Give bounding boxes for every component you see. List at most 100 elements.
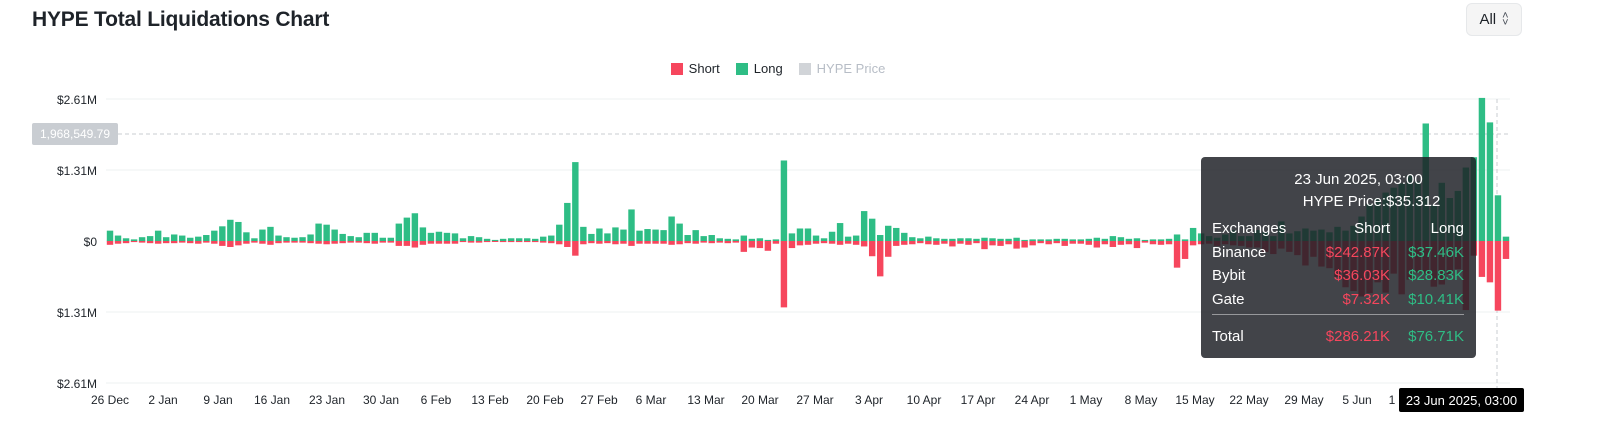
bar-short (1117, 241, 1125, 245)
bar-short (114, 241, 122, 244)
bar-long (1045, 239, 1052, 241)
bar-long (1093, 237, 1101, 241)
bar-long (419, 227, 427, 241)
bar-long (1173, 234, 1181, 241)
bar-long (596, 228, 603, 241)
bar-short (491, 241, 499, 242)
x-tick-label: 26 Dec (91, 393, 129, 407)
bar-long (291, 237, 298, 241)
bar-short (138, 241, 146, 243)
bar-long (371, 232, 378, 241)
bar-short (885, 241, 892, 257)
bar-long (1117, 237, 1125, 241)
bar-short (1189, 241, 1197, 246)
bar-long (315, 223, 322, 241)
bar-long (836, 223, 844, 241)
x-tick-label: 24 Apr (1015, 393, 1050, 407)
bar-long (114, 235, 122, 241)
x-tick-label: 27 Feb (580, 393, 618, 407)
bar-long (780, 160, 788, 241)
bar-long (1037, 239, 1044, 241)
bar-short (588, 241, 595, 244)
bar-long (403, 217, 411, 241)
legend-item-hype-price[interactable]: HYPE Price (798, 61, 885, 76)
bar-long (411, 213, 419, 241)
bar-long (844, 236, 852, 241)
bar-long (556, 224, 563, 241)
bar-short (724, 241, 731, 244)
bar-short (893, 241, 900, 246)
bar-short (162, 241, 170, 244)
bar-short (909, 241, 916, 245)
bar-short (283, 241, 290, 243)
tooltip-price: HYPE Price:$35.312 (1302, 193, 1441, 210)
bar-long (772, 239, 780, 241)
bar-short (532, 241, 539, 243)
bar-short (1109, 241, 1117, 247)
bar-long (1061, 238, 1068, 241)
bar-short (275, 241, 282, 244)
bar-short (981, 241, 988, 250)
x-tick-label: 9 Jan (203, 393, 232, 407)
bar-short (812, 241, 820, 244)
bar-short (1061, 241, 1068, 246)
bar-long (732, 239, 739, 241)
bar-short (1181, 241, 1189, 259)
bar-long (604, 233, 611, 241)
legend-item-long[interactable]: Long (735, 61, 783, 76)
bar-short (323, 241, 330, 245)
bar-long (347, 236, 354, 241)
bar-long (187, 237, 194, 241)
bar-long (170, 234, 178, 241)
bar-short (1165, 241, 1173, 245)
bar-short (676, 241, 683, 245)
bar-long (893, 227, 900, 241)
bar-long (195, 236, 202, 241)
tooltip-exchange: Binance (1212, 243, 1267, 261)
bar-short (796, 241, 804, 246)
bar-short (1157, 241, 1165, 245)
bar-short (973, 241, 980, 244)
bar-long (162, 237, 170, 241)
bar-short (788, 241, 796, 249)
bar-long (435, 231, 443, 241)
bar-short (1045, 241, 1052, 245)
x-tick-label: 1 (1389, 393, 1396, 407)
bar-short (1486, 241, 1494, 283)
bar-short (644, 241, 651, 244)
bar-short (195, 241, 202, 244)
bar-short (443, 241, 451, 244)
bar-short (419, 241, 427, 245)
bar-long (636, 230, 643, 241)
tooltip-short-value: $36.03K (1334, 267, 1390, 285)
chart-title: HYPE Total Liquidations Chart (32, 8, 330, 31)
bar-long (1133, 238, 1141, 241)
bar-long (443, 232, 451, 241)
bar-short (764, 241, 772, 251)
bar-long (122, 238, 130, 241)
y-tick-label: $2.61M (57, 377, 97, 391)
bar-short (1029, 241, 1036, 246)
bar-short (371, 241, 378, 244)
bar-short (1077, 241, 1084, 244)
bar-short (435, 241, 443, 244)
time-range-select[interactable]: All ˄ ˅ (1466, 3, 1522, 36)
bar-long (860, 211, 868, 241)
bar-long (483, 238, 491, 241)
bar-long (146, 236, 154, 241)
bar-short (347, 241, 354, 243)
bar-short (804, 241, 812, 245)
bar-long (106, 230, 114, 241)
bar-long (323, 224, 330, 241)
legend-item-short[interactable]: Short (670, 61, 720, 76)
bar-short (523, 241, 531, 243)
bar-long (211, 230, 218, 241)
bar-short (1093, 241, 1101, 248)
bar-short (1037, 241, 1044, 244)
x-tick-label: 23 Jan (309, 393, 345, 407)
bar-short (1478, 241, 1486, 277)
tooltip-header-long: Long (1430, 220, 1464, 238)
legend-swatch-long (735, 62, 748, 75)
bar-short (876, 241, 884, 277)
bar-long (467, 236, 475, 241)
